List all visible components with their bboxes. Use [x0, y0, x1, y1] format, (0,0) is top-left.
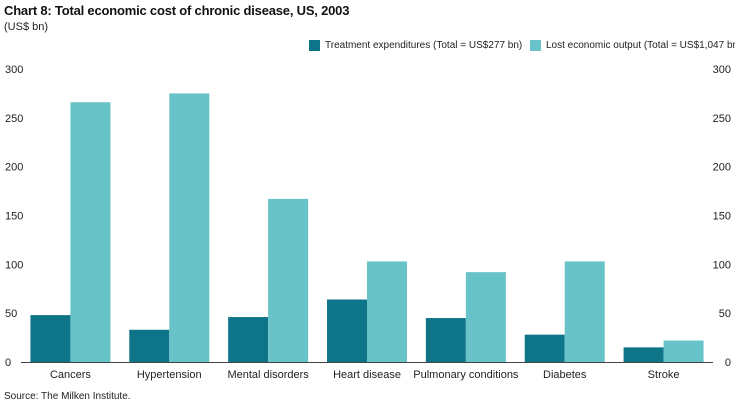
bar-treatment	[30, 315, 71, 362]
x-tick-label: Stroke	[648, 369, 680, 381]
y-tick-label-right: 50	[719, 308, 731, 320]
y-tick-label-right: 200	[713, 162, 731, 174]
bar-lost-output	[70, 102, 111, 362]
x-tick-label: Hypertension	[137, 369, 202, 381]
y-tick-label-left: 50	[5, 308, 17, 320]
y-tick-label-left: 0	[5, 357, 11, 369]
bar-lost-output	[465, 272, 506, 362]
y-tick-label-left: 300	[5, 64, 23, 76]
bar-treatment	[425, 318, 466, 362]
bar-treatment	[623, 347, 664, 362]
unit-label: (US$ bn)	[4, 21, 49, 33]
y-tick-label-right: 300	[713, 64, 731, 76]
legend: Treatment expenditures (Total = US$277 b…	[0, 40, 735, 56]
bar-lost-output	[268, 198, 309, 362]
legend-swatch-lost-output	[530, 40, 541, 51]
bar-treatment	[524, 334, 565, 362]
legend-swatch-treatment	[309, 40, 320, 51]
x-tick-label: Cancers	[50, 369, 91, 381]
y-tick-label-right: 100	[713, 259, 731, 271]
bar-treatment	[327, 299, 367, 362]
legend-item-lost-output: Lost economic output (Total = US$1,047 b…	[530, 40, 735, 51]
bar-treatment	[228, 317, 269, 362]
chart-title: Chart 8: Total economic cost of chronic …	[4, 3, 350, 18]
source-note: Source: The Milken Institute.	[4, 391, 131, 402]
x-tick-label: Heart disease	[333, 369, 401, 381]
bar-treatment	[129, 329, 170, 362]
y-tick-label-left: 250	[5, 113, 23, 125]
y-tick-label-right: 250	[713, 113, 731, 125]
y-tick-label-left: 100	[5, 259, 23, 271]
bar-lost-output	[663, 340, 704, 362]
y-tick-label-right: 0	[725, 357, 731, 369]
legend-item-treatment: Treatment expenditures (Total = US$277 b…	[309, 40, 522, 51]
x-tick-label: Diabetes	[543, 369, 587, 381]
bar-lost-output	[564, 261, 605, 362]
x-tick-label: Pulmonary conditions	[413, 369, 519, 381]
bar-lost-output	[169, 93, 210, 363]
bar-lost-output	[367, 261, 407, 362]
x-tick-label: Mental disorders	[227, 369, 309, 381]
y-tick-label-left: 150	[5, 211, 23, 223]
legend-label-treatment: Treatment expenditures (Total = US$277 b…	[325, 40, 523, 51]
y-tick-label-right: 150	[713, 211, 731, 223]
y-tick-label-left: 200	[5, 162, 23, 174]
legend-label-lost-output: Lost economic output (Total = US$1,047 b…	[546, 40, 735, 51]
